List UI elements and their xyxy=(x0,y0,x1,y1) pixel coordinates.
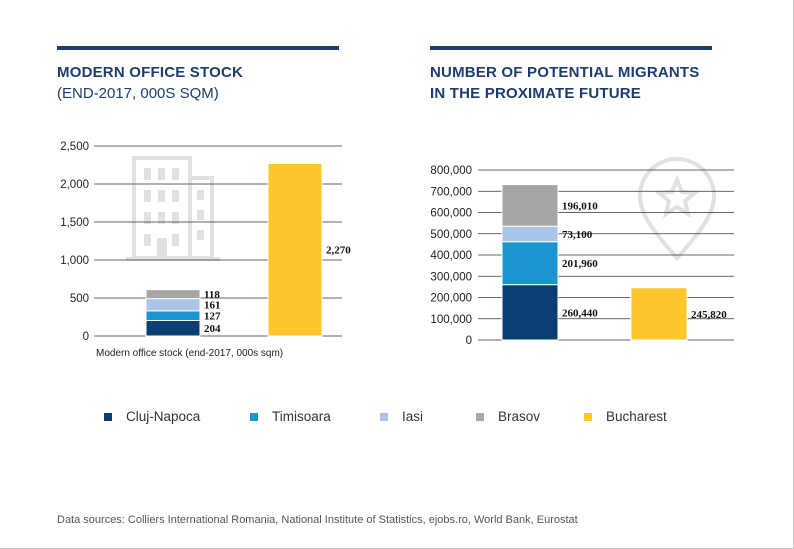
y-tick-label: 800,000 xyxy=(430,165,472,177)
right-title-rule xyxy=(430,46,712,50)
legend-label: Iasi xyxy=(402,409,424,424)
bar-segment-cluj-napoca xyxy=(145,319,201,337)
data-label-brasov: 196,010 xyxy=(562,200,598,212)
y-tick-label: 0 xyxy=(466,335,472,347)
data-label-iasi: 161 xyxy=(204,300,221,312)
data-label-cluj-napoca: 204 xyxy=(204,323,221,335)
bar-segment-iasi xyxy=(501,225,559,243)
data-label-brasov: 118 xyxy=(204,289,220,301)
right-chart-title: NUMBER OF POTENTIAL MIGRANTS IN THE PROX… xyxy=(430,64,700,102)
data-label-cluj-napoca: 260,440 xyxy=(562,307,598,319)
y-tick-label: 2,000 xyxy=(60,179,89,191)
y-tick-label: 2,500 xyxy=(60,141,89,153)
data-label-timisoara: 201,960 xyxy=(562,258,598,270)
legend-item-cluj-napoca: Cluj-Napoca xyxy=(104,409,200,424)
bar-segment-bucharest xyxy=(267,162,323,337)
y-tick-label: 400,000 xyxy=(430,250,472,262)
legend-swatch xyxy=(584,412,592,421)
legend-label: Brasov xyxy=(498,409,541,424)
legend-swatch xyxy=(476,412,484,421)
legend: Cluj-Napoca Timisoara Iasi Brasov Bucharest xyxy=(104,409,744,429)
legend-item-brasov: Brasov xyxy=(476,409,540,424)
legend-item-iasi: Iasi xyxy=(380,409,423,424)
building-icon xyxy=(126,156,220,261)
data-label-timisoara: 127 xyxy=(204,311,221,323)
legend-swatch xyxy=(250,412,258,421)
x-axis-caption: Modern office stock (end-2017, 000s sqm) xyxy=(96,348,283,359)
bar-segment-timisoara xyxy=(501,241,559,286)
y-tick-label: 600,000 xyxy=(430,208,472,220)
y-tick-label: 100,000 xyxy=(430,314,472,326)
bar-segment-brasov xyxy=(501,184,559,227)
bar-segment-timisoara xyxy=(145,310,201,321)
chart-potential-migrants: 0 100,000 200,000 300,000 400,000 500,000 600,… xyxy=(430,165,734,347)
legend-item-bucharest: Bucharest xyxy=(584,409,667,424)
left-title-rule xyxy=(57,46,339,50)
data-label-bucharest: 2,270 xyxy=(326,245,351,257)
y-tick-label: 1,000 xyxy=(60,255,89,267)
y-tick-label: 300,000 xyxy=(430,271,472,283)
legend-swatch xyxy=(104,412,112,421)
bar-segment-cluj-napoca xyxy=(501,284,559,341)
data-label-iasi: 73,100 xyxy=(562,229,593,241)
legend-swatch xyxy=(380,412,388,421)
left-chart-subtitle: (END-2017, 000S SQM) xyxy=(57,85,219,102)
legend-label: Cluj-Napoca xyxy=(126,409,201,424)
legend-item-timisoara: Timisoara xyxy=(250,409,331,424)
y-tick-label: 500 xyxy=(70,293,89,305)
legend-label: Timisoara xyxy=(272,409,331,424)
data-sources-note: Data sources: Colliers International Rom… xyxy=(57,514,578,526)
bar-segment-brasov xyxy=(145,289,201,300)
y-tick-label: 200,000 xyxy=(430,293,472,305)
bar-segment-bucharest xyxy=(630,287,688,341)
data-label-bucharest: 245,820 xyxy=(691,309,727,321)
y-tick-label: 0 xyxy=(83,331,89,343)
map-pin-star-icon xyxy=(637,157,717,261)
bar-segment-iasi xyxy=(145,298,201,312)
y-tick-label: 1,500 xyxy=(60,217,89,229)
y-tick-label: 500,000 xyxy=(430,229,472,241)
y-tick-label: 700,000 xyxy=(430,186,472,198)
legend-label: Bucharest xyxy=(606,409,667,424)
left-chart-title: MODERN OFFICE STOCK xyxy=(57,64,244,81)
